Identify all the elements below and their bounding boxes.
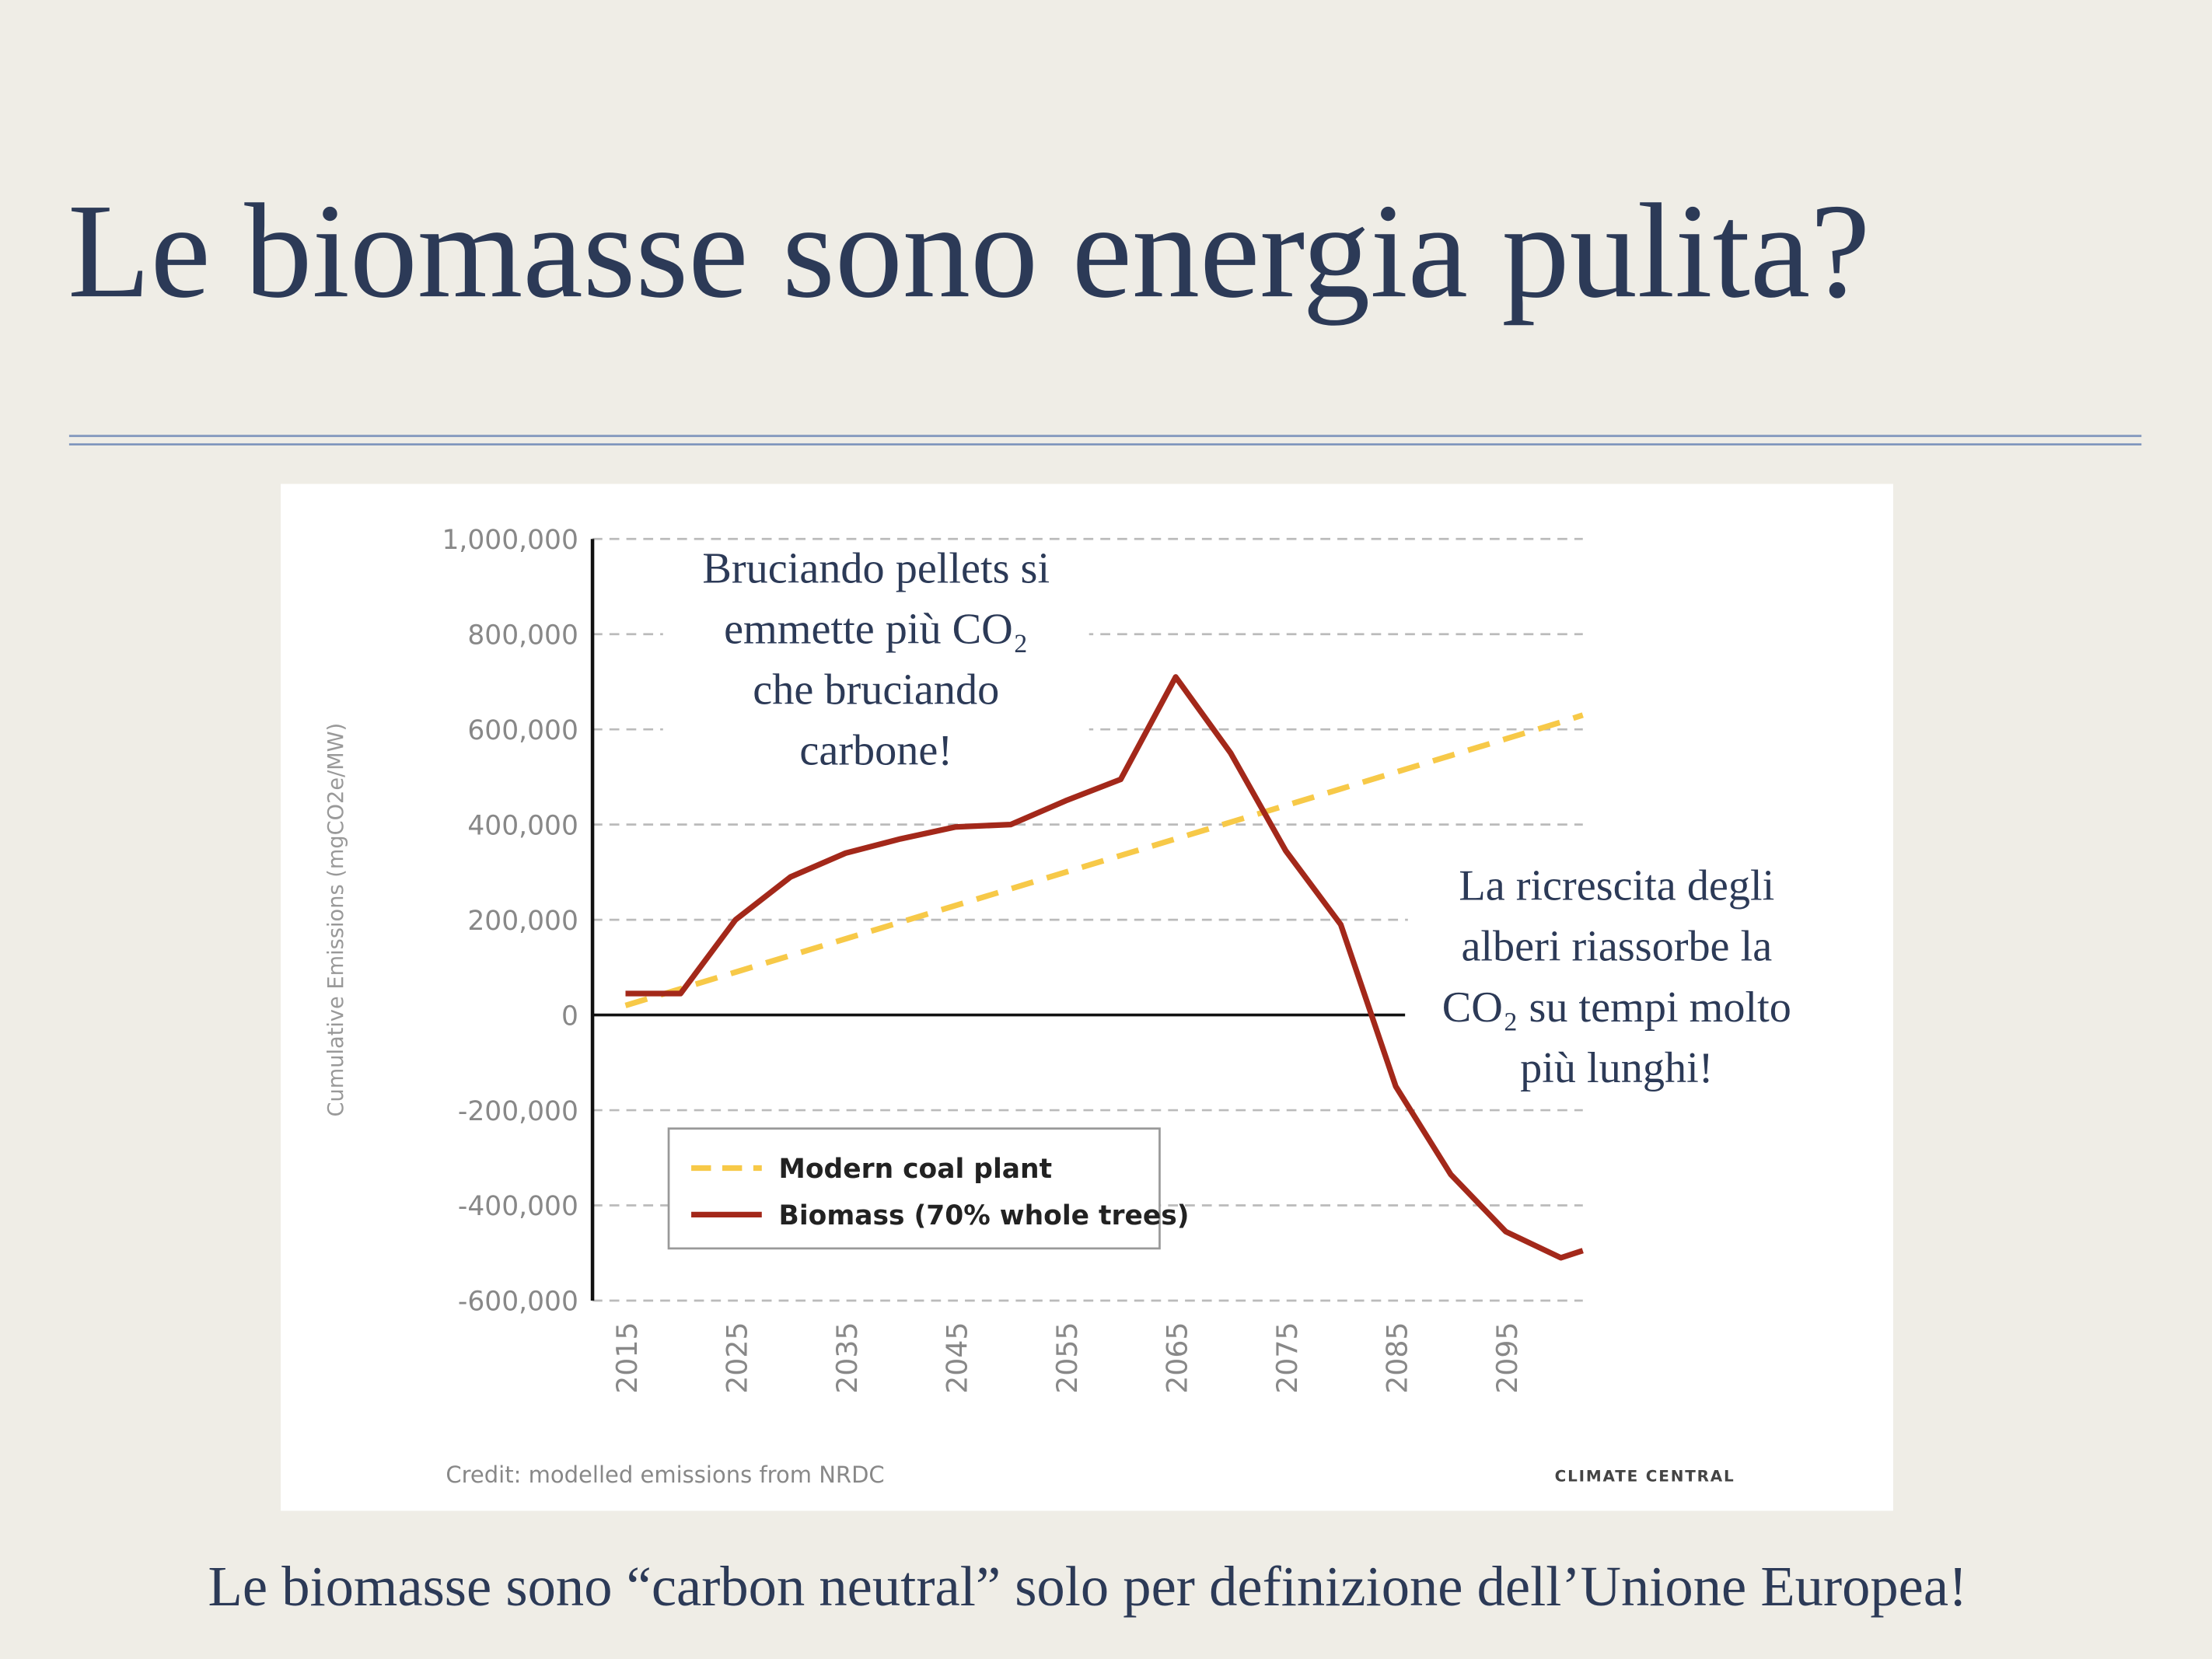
- y-tick-label: 600,000: [467, 715, 578, 746]
- series-line: [625, 674, 1584, 1261]
- y-tick-label: 200,000: [467, 906, 578, 937]
- y-tick-label: -400,000: [458, 1191, 578, 1222]
- x-tick-label: 2065: [1161, 1322, 1194, 1393]
- annotation: CO₂ su tempi molto: [1442, 983, 1791, 1032]
- x-tick-label: 2045: [941, 1322, 974, 1393]
- footer: Le biomasse sono “carbon neutral” solo p…: [208, 1555, 1968, 1618]
- x-tick-label: 2095: [1490, 1322, 1524, 1393]
- annotation-bg: [662, 540, 1089, 781]
- slide-title: Le biomasse sono energia pulita?: [68, 176, 1870, 326]
- y-tick-label: -600,000: [458, 1287, 578, 1318]
- annotation: Bruciando pellets si: [702, 544, 1050, 592]
- annotation: emmette più CO₂: [724, 605, 1028, 653]
- y-axis-label: Cumulative Emissions (mgCO2e/MW): [324, 723, 348, 1117]
- x-tick-label: 2055: [1050, 1322, 1084, 1393]
- x-tick-label: 2035: [830, 1322, 864, 1393]
- legend-label: Biomass (70% whole trees): [779, 1200, 1190, 1231]
- series-line: [624, 712, 1584, 1008]
- x-tick-label: 2025: [721, 1322, 754, 1393]
- legend-label: Modern coal plant: [779, 1154, 1053, 1185]
- y-tick-label: 400,000: [467, 810, 578, 841]
- annotation: alberi riassorbe la: [1461, 923, 1772, 971]
- x-tick-label: 2075: [1270, 1322, 1304, 1393]
- annotation: La ricrescita degli: [1459, 862, 1774, 910]
- y-tick-label: -200,000: [458, 1096, 578, 1127]
- y-tick-label: 800,000: [467, 620, 578, 651]
- legend-box: [667, 1127, 1161, 1250]
- chart: -600,000 -400,000 -200,000 0 200,000 400,000 6…: [324, 525, 1829, 1488]
- logo: CLIMATE CENTRAL: [1555, 1466, 1735, 1485]
- annotation: carbone!: [799, 727, 952, 775]
- x-tick-label: 2015: [610, 1322, 644, 1393]
- y-tick-label: 1,000,000: [442, 525, 578, 556]
- credit: Credit: modelled emissions from NRDC: [446, 1462, 884, 1488]
- annotation: che bruciando: [753, 666, 999, 714]
- annotation: più lunghi!: [1520, 1044, 1713, 1092]
- x-tick-label: 2085: [1381, 1322, 1414, 1393]
- annotation-bg: [1407, 856, 1829, 1096]
- y-tick-label: 0: [561, 1001, 578, 1032]
